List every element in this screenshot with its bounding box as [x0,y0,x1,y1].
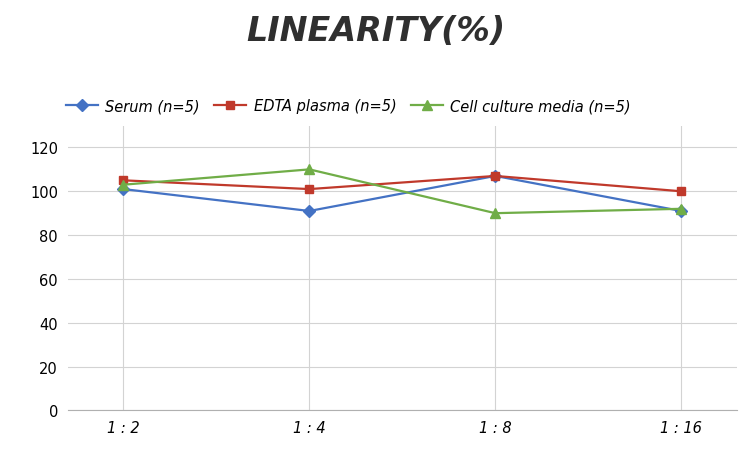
Legend: Serum (n=5), EDTA plasma (n=5), Cell culture media (n=5): Serum (n=5), EDTA plasma (n=5), Cell cul… [60,93,637,120]
Cell culture media (n=5) [491,211,500,216]
Cell culture media (n=5) [305,167,314,173]
EDTA plasma (n=5) [491,174,500,179]
EDTA plasma (n=5) [305,187,314,193]
Text: LINEARITY(%): LINEARITY(%) [247,15,505,48]
Line: Cell culture media (n=5): Cell culture media (n=5) [119,165,686,219]
Cell culture media (n=5) [677,207,686,212]
Cell culture media (n=5) [119,183,128,188]
Serum (n=5) [119,187,128,193]
EDTA plasma (n=5) [119,178,128,184]
Line: Serum (n=5): Serum (n=5) [120,172,685,216]
Serum (n=5) [677,209,686,214]
Serum (n=5) [305,209,314,214]
Line: EDTA plasma (n=5): EDTA plasma (n=5) [120,172,685,196]
EDTA plasma (n=5) [677,189,686,194]
Serum (n=5) [491,174,500,179]
